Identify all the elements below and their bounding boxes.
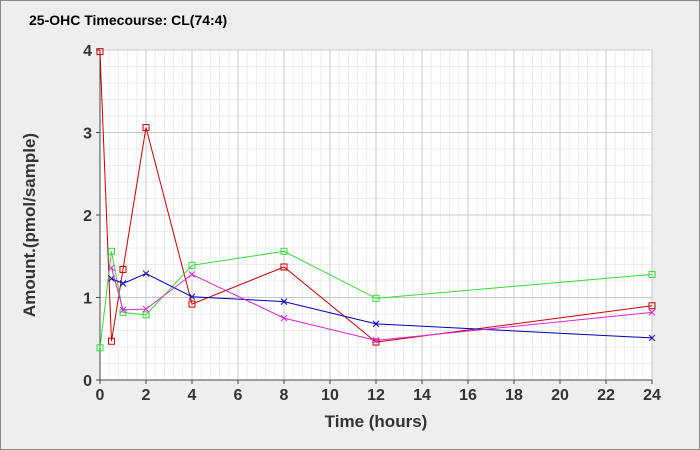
y-tick-label: 1 bbox=[83, 291, 92, 308]
x-axis-title: Time (hours) bbox=[325, 412, 428, 431]
series-4 bbox=[108, 264, 656, 344]
data-point-marker bbox=[108, 264, 115, 272]
y-axis-title: Amount.(pmol/sample) bbox=[20, 133, 39, 317]
data-point-marker bbox=[119, 306, 127, 314]
y-tick-label: 0 bbox=[83, 373, 92, 390]
data-point-marker bbox=[372, 338, 380, 346]
marker-stroke bbox=[372, 337, 380, 344]
y-tick-label: 4 bbox=[83, 43, 92, 60]
data-point-marker bbox=[142, 124, 150, 132]
x-tick-label: 14 bbox=[413, 387, 431, 404]
x-tick-label: 8 bbox=[280, 387, 289, 404]
data-point-marker bbox=[648, 270, 656, 278]
data-point-marker bbox=[188, 271, 196, 278]
x-tick-labels: 0 2 4 6 8 10 12 14 16 18 20 22 24 bbox=[96, 387, 661, 404]
x-tick-label: 16 bbox=[459, 387, 477, 404]
data-point-marker bbox=[648, 334, 656, 342]
data-point-marker bbox=[96, 344, 104, 352]
marker-stroke bbox=[280, 314, 288, 322]
data-point-marker bbox=[108, 247, 115, 255]
x-tick-label: 2 bbox=[142, 387, 151, 404]
data-point-marker bbox=[280, 247, 288, 255]
x-tick-label: 6 bbox=[234, 387, 243, 404]
x-tick-label: 12 bbox=[367, 387, 385, 404]
series-3 bbox=[108, 270, 656, 342]
data-point-marker bbox=[372, 337, 380, 344]
data-point-marker bbox=[188, 300, 196, 308]
marker-stroke bbox=[108, 264, 115, 272]
data-point-marker bbox=[280, 263, 288, 271]
data-point-marker bbox=[648, 308, 656, 316]
data-point-marker bbox=[119, 280, 127, 287]
x-tick-label: 4 bbox=[188, 387, 197, 404]
marker-stroke bbox=[280, 298, 288, 305]
series-line bbox=[99, 250, 653, 348]
marker-stroke bbox=[119, 280, 127, 287]
marker-stroke bbox=[648, 308, 656, 316]
data-point-marker bbox=[142, 305, 150, 313]
x-tick-label: 0 bbox=[96, 387, 105, 404]
x-tick-label: 22 bbox=[597, 387, 615, 404]
marker-stroke bbox=[142, 305, 150, 313]
data-point-marker bbox=[108, 337, 115, 345]
data-point-marker bbox=[280, 314, 288, 322]
data-point-marker bbox=[142, 311, 150, 319]
x-tick-label: 24 bbox=[643, 387, 661, 404]
y-tick-label: 2 bbox=[83, 208, 92, 225]
data-point-marker bbox=[648, 302, 656, 310]
marker-stroke bbox=[648, 334, 656, 342]
marker-stroke bbox=[372, 320, 380, 328]
x-tick-label: 10 bbox=[321, 387, 339, 404]
y-tick-labels: 0 1 2 3 4 bbox=[83, 43, 92, 390]
marker-stroke bbox=[188, 271, 196, 278]
marker-stroke bbox=[142, 270, 150, 277]
data-point-marker bbox=[96, 48, 104, 56]
x-tick-label: 20 bbox=[551, 387, 569, 404]
series-layer bbox=[96, 48, 656, 352]
data-point-marker bbox=[280, 298, 288, 305]
marker-stroke bbox=[119, 306, 127, 314]
data-point-marker bbox=[142, 270, 150, 277]
data-point-marker bbox=[188, 261, 196, 269]
data-point-marker bbox=[372, 320, 380, 328]
series-line bbox=[99, 51, 653, 343]
series-1 bbox=[96, 48, 656, 346]
x-tick-label: 18 bbox=[505, 387, 523, 404]
marker-stroke bbox=[188, 293, 196, 301]
data-point-marker bbox=[188, 293, 196, 301]
data-point-marker bbox=[119, 265, 127, 273]
data-point-marker bbox=[372, 294, 380, 302]
axes bbox=[96, 49, 653, 384]
y-tick-label: 3 bbox=[83, 126, 92, 143]
chart-title: 25-OHC Timecourse: CL(74:4) bbox=[29, 12, 228, 28]
